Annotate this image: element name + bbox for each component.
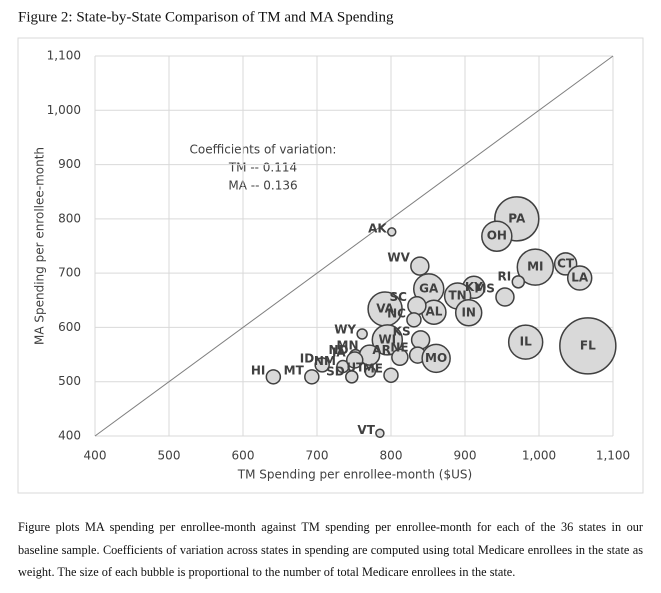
point-label: MT: [284, 363, 305, 377]
bubble: [304, 369, 320, 385]
point-label: PA: [508, 211, 526, 225]
point-label: NC: [387, 306, 406, 320]
y-tick-label: 1,100: [47, 49, 81, 63]
point-label: MI: [527, 260, 543, 274]
bubble: [345, 370, 359, 384]
y-tick-label: 600: [58, 320, 81, 334]
point-label: VA: [376, 301, 394, 315]
point-label: UT: [346, 360, 365, 374]
point-label: KS: [393, 324, 411, 338]
annotation: Coefficients of variation:: [190, 143, 337, 157]
x-tick-label: 900: [454, 449, 477, 463]
bubble: [406, 312, 422, 328]
bubble: [507, 324, 544, 360]
bubble: [364, 366, 377, 378]
x-tick-label: 600: [232, 449, 255, 463]
point-label: WI: [378, 332, 396, 346]
point-label: CT: [557, 256, 575, 270]
diagonal-line: [94, 55, 614, 437]
point-label: IL: [520, 335, 532, 349]
x-tick-label: 800: [380, 449, 403, 463]
point-label: AK: [368, 221, 387, 235]
bubble: [481, 220, 513, 252]
bubble: [559, 317, 617, 375]
bubble: [375, 428, 385, 439]
bubble: [265, 369, 282, 385]
point-label: FL: [580, 338, 596, 352]
point-label: MO: [425, 351, 447, 365]
bubble: [407, 295, 427, 316]
y-tick-label: 500: [58, 374, 81, 388]
y-tick-label: 900: [58, 157, 81, 171]
point-label: MS: [474, 282, 495, 296]
point-label: HI: [251, 363, 266, 377]
chart: Figure 2: State-by-State Comparison of T…: [17, 9, 644, 494]
bubble: [454, 299, 483, 327]
bubble: [421, 343, 451, 374]
bubble: [391, 348, 409, 367]
x-tick-label: 400: [84, 449, 107, 463]
chart-title: Figure 2: State-by-State Comparison of T…: [18, 9, 394, 25]
point-label: RI: [498, 269, 512, 283]
y-axis-label: MA Spending per enrollee-month: [33, 147, 47, 345]
x-tick-label: 700: [306, 449, 329, 463]
x-tick-label: 500: [158, 449, 181, 463]
point-label: AR: [372, 343, 391, 357]
bubble: [371, 324, 404, 356]
point-label: ND: [328, 343, 348, 357]
x-axis-label: TM Spending per enrollee-month ($US): [237, 468, 472, 482]
annotation: MA -- 0.136: [228, 179, 297, 193]
caption: Figure plots MA spending per enrollee-mo…: [18, 520, 643, 579]
point-label: ID: [300, 351, 314, 365]
point-label: TN: [448, 288, 466, 302]
point-label: AL: [425, 305, 442, 319]
x-tick-label: 1,100: [596, 449, 630, 463]
point-label: OH: [487, 229, 507, 243]
point-label: KY: [465, 280, 483, 294]
annotation: TM -- 0.114: [228, 161, 297, 175]
y-tick-label: 700: [58, 266, 81, 280]
bubble: [566, 265, 593, 291]
bubble: [383, 367, 399, 383]
point-label: NM: [314, 354, 336, 368]
y-tick-label: 800: [58, 211, 81, 225]
point-label: SD: [326, 364, 345, 378]
bubble: [511, 275, 526, 289]
point-label: LA: [571, 271, 589, 285]
bubble: [356, 328, 368, 340]
bubble: [516, 248, 555, 286]
point-label: IA: [332, 346, 346, 360]
point-label: NE: [390, 341, 408, 355]
bubble: [314, 357, 330, 373]
bubble: [386, 227, 397, 237]
bubble: [345, 351, 364, 369]
x-tick-label: 1,000: [522, 449, 556, 463]
bubble: [410, 330, 431, 350]
point-label: VT: [357, 423, 375, 437]
point-label: GA: [419, 281, 439, 295]
y-tick-label: 400: [58, 429, 81, 443]
chart-border: [17, 37, 644, 494]
point-label: WV: [387, 251, 410, 265]
point-label: IN: [461, 305, 476, 319]
point-label: WY: [334, 322, 356, 336]
bubble: [410, 256, 430, 276]
point-label: ME: [363, 362, 383, 376]
bubble: [495, 287, 515, 307]
point-label: SC: [389, 290, 407, 304]
point-label: MN: [337, 339, 359, 353]
y-tick-label: 1,000: [47, 103, 81, 117]
